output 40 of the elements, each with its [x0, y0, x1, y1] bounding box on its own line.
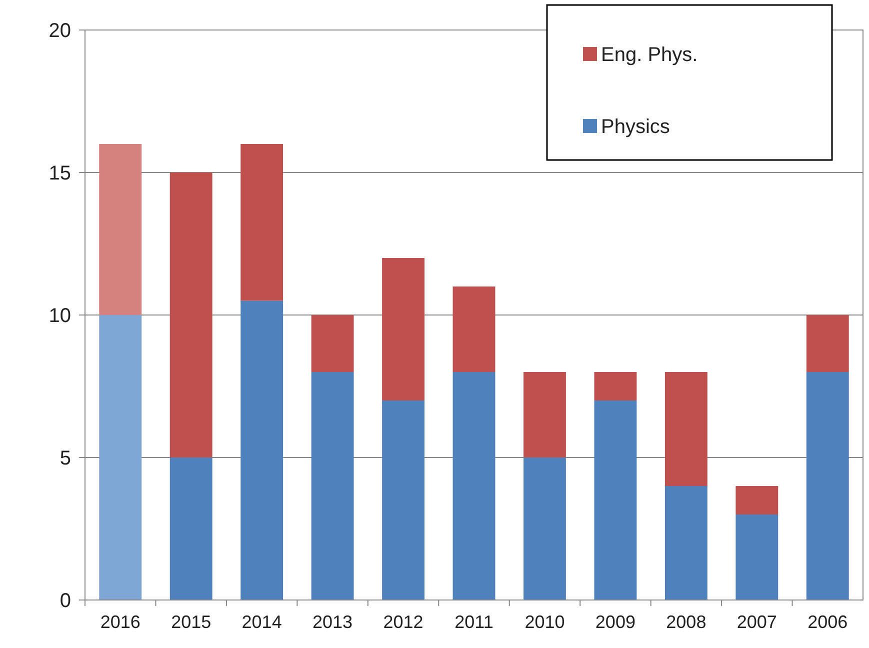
bar: [594, 372, 637, 400]
bar: [594, 400, 637, 600]
bar: [664, 486, 708, 600]
bar: [452, 372, 496, 600]
x-tick-label: 2009: [595, 612, 636, 632]
x-tick-label: 2013: [312, 612, 353, 632]
bar: [452, 286, 496, 372]
x-tick-label: 2016: [100, 612, 140, 632]
y-tick-label: 5: [60, 448, 71, 470]
bar: [736, 514, 778, 600]
bar: [382, 258, 424, 400]
bar: [311, 315, 354, 372]
bar: [806, 372, 849, 600]
bar: [99, 315, 142, 600]
bar: [524, 372, 566, 458]
bar: [170, 458, 212, 600]
x-tick-label: 2010: [524, 612, 565, 632]
bar: [240, 144, 284, 301]
x-tick-label: 2006: [808, 612, 848, 632]
y-tick-label: 0: [60, 590, 71, 612]
bar: [524, 458, 566, 600]
x-tick-label: 2014: [242, 612, 282, 632]
x-tick-label: 2011: [454, 612, 494, 632]
y-tick-label: 15: [48, 162, 71, 184]
x-tick-label: 2008: [666, 612, 706, 632]
bar: [664, 372, 708, 486]
x-tick-label: 2015: [171, 612, 212, 632]
y-tick-label: 20: [48, 20, 71, 42]
bar: [806, 315, 849, 372]
x-tick-label: 2012: [383, 612, 424, 632]
bar: [382, 400, 424, 600]
bar: [240, 300, 284, 600]
x-tick-label: 2007: [736, 612, 777, 632]
bar: [311, 372, 354, 600]
bar: [736, 486, 778, 514]
legend-label: Eng. Phys.: [601, 44, 698, 66]
y-tick-label: 10: [48, 305, 71, 327]
bar: [99, 144, 142, 315]
legend-label: Physics: [601, 116, 670, 138]
bar: [170, 172, 212, 458]
